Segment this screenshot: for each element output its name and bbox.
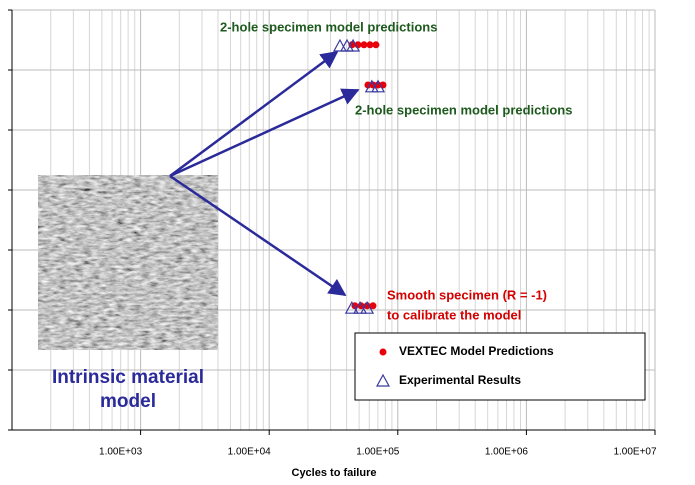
micrograph <box>38 175 218 350</box>
data-point <box>360 41 368 49</box>
legend-marker <box>379 348 387 356</box>
data-point <box>364 81 372 89</box>
legend-box <box>354 332 646 401</box>
data-point <box>332 38 347 52</box>
data-point <box>344 300 359 314</box>
annotation: Intrinsic material <box>52 367 204 388</box>
legend-label: VEXTEC Model Predictions <box>399 344 554 358</box>
legend-marker <box>375 373 391 387</box>
annotation: to calibrate the model <box>387 307 521 322</box>
x-tick-label: 1.00E+04 <box>228 447 272 458</box>
data-point <box>371 79 386 93</box>
annotation: model <box>100 391 156 412</box>
x-axis-label: Cycles to failure <box>292 467 377 479</box>
x-tick-label: 1.00E+05 <box>356 447 400 458</box>
data-point <box>369 302 377 310</box>
x-tick-label: 1.00E+03 <box>99 447 143 458</box>
data-point <box>353 300 368 314</box>
arrows <box>169 50 360 297</box>
data-point <box>366 41 374 49</box>
data-point <box>363 302 371 310</box>
annotation: 2-hole specimen model predictions <box>355 102 572 117</box>
legend: VEXTEC Model Predictions Experimental Res… <box>354 332 646 401</box>
annotation: 2-hole specimen model predictions <box>220 19 437 34</box>
annotation: Smooth specimen (R = -1) <box>387 287 547 302</box>
data-point <box>360 300 375 314</box>
data-point <box>346 38 361 52</box>
data-point <box>372 41 380 49</box>
legend-label: Experimental Results <box>399 373 521 387</box>
x-tick-label: 1.00E+07 <box>613 447 657 458</box>
x-tick-label: 1.00E+06 <box>485 447 529 458</box>
